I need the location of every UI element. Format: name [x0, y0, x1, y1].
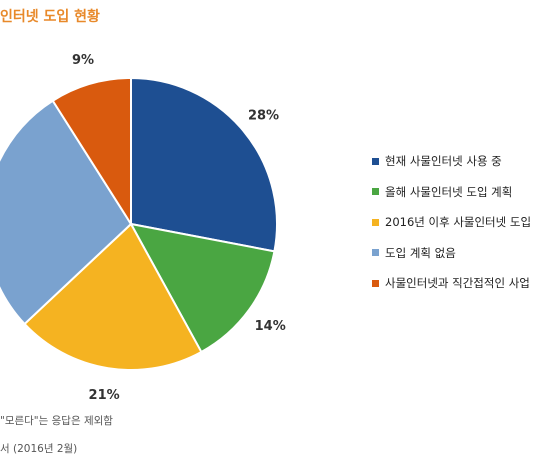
- legend-swatch-after-2016: [372, 218, 379, 226]
- legend-swatch-no-plan: [372, 249, 379, 257]
- legend-swatch-using-now: [372, 157, 379, 165]
- legend-item-after-2016: 2016년 이후 사물인터넷 도입: [372, 214, 531, 230]
- pie-slice-no-plan: [0, 99, 133, 326]
- pie-label-using-now: 28%: [248, 108, 279, 123]
- legend-label-plan-this-year: 올해 사물인터넷 도입 계획: [385, 184, 513, 199]
- pie-slice-related-business: [51, 76, 132, 228]
- pie-slice-after-2016: [23, 222, 203, 371]
- footnote-source: 서 (2016년 2월): [0, 443, 78, 455]
- legend-swatch-plan-this-year: [372, 188, 379, 196]
- legend-label-after-2016: 2016년 이후 사물인터넷 도입: [385, 215, 532, 230]
- legend-label-using-now: 현재 사물인터넷 사용 중: [385, 154, 502, 168]
- pie-slice-using-now: [130, 76, 278, 253]
- legend-label-related-business: 사물인터넷과 직간접적인 사업: [385, 276, 530, 291]
- legend-item-no-plan: 도입 계획 없음: [372, 245, 531, 261]
- pie-label-plan-this-year: 14%: [255, 319, 286, 334]
- pie-label-related-business: 9%: [72, 53, 94, 68]
- pie-label-after-2016: 21%: [89, 388, 120, 403]
- legend-item-using-now: 현재 사물인터넷 사용 중: [372, 153, 531, 169]
- legend-item-related-business: 사물인터넷과 직간접적인 사업: [372, 275, 531, 291]
- footnote-exclusion: "모른다"는 응답은 제외함: [0, 415, 113, 427]
- chart-legend: 현재 사물인터넷 사용 중 올해 사물인터넷 도입 계획 2016년 이후 사물…: [372, 153, 531, 306]
- legend-label-no-plan: 도입 계획 없음: [385, 245, 456, 260]
- pie-slice-plan-this-year: [129, 222, 276, 354]
- legend-swatch-related-business: [372, 279, 379, 287]
- chart-title: 인터넷 도입 현황: [0, 9, 100, 25]
- legend-item-plan-this-year: 올해 사물인터넷 도입 계획: [372, 184, 531, 200]
